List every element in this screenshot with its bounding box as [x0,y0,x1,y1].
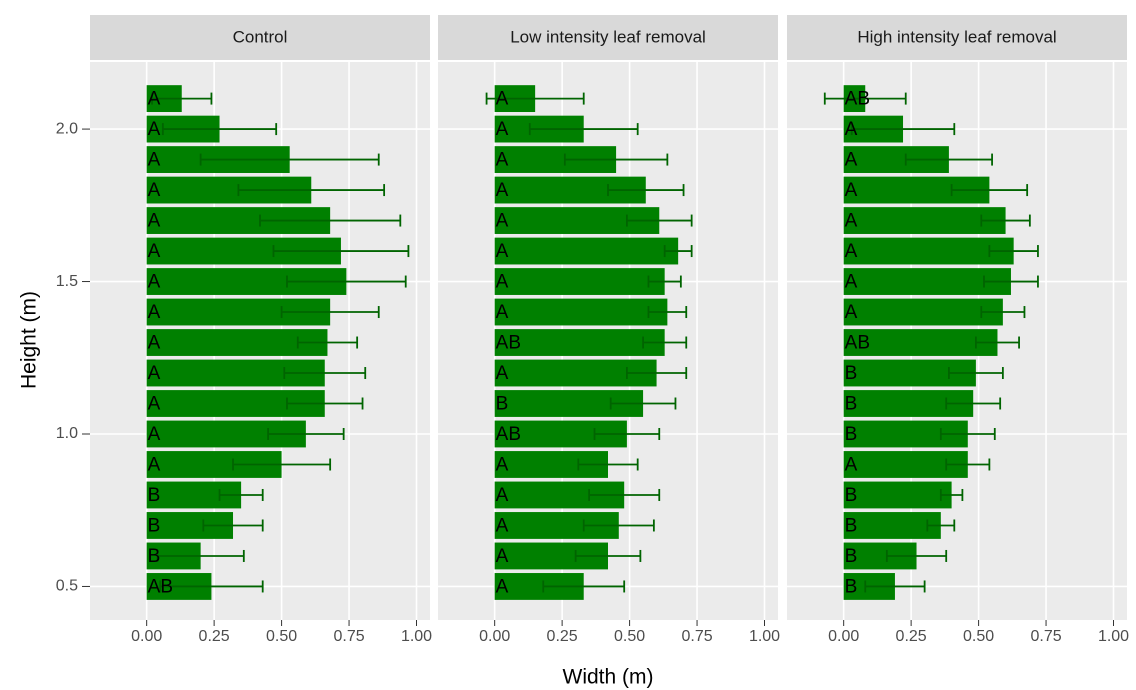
significance-label: A [845,180,858,201]
bar [843,237,1014,265]
significance-label: A [496,272,509,293]
bar [843,512,941,539]
significance-label: A [845,119,858,140]
significance-label: B [845,515,858,536]
bar [843,329,998,356]
significance-label: B [496,394,509,415]
significance-label: A [496,241,509,262]
bar [843,298,1003,326]
x-tick-label: 0.50 [614,628,645,645]
significance-label: A [148,424,161,445]
significance-label: B [845,424,858,445]
significance-label: A [148,150,161,171]
x-tick-label: 0.50 [963,628,994,645]
significance-label: B [148,546,161,567]
significance-label: A [845,241,858,262]
y-tick-label: 1.5 [56,273,78,290]
panel-strip [90,15,430,60]
significance-label: AB [845,333,870,354]
panel-strip [787,15,1127,60]
bar [843,207,1006,234]
significance-label: B [845,485,858,506]
y-tick-label: 0.5 [56,578,78,595]
bar [494,298,668,326]
significance-label: A [148,119,161,140]
significance-label: A [148,333,161,354]
x-tick-label: 0.75 [333,628,364,645]
significance-label: A [845,272,858,293]
significance-label: A [496,211,509,232]
y-tick-label: 1.0 [56,425,78,442]
bar [494,268,665,295]
significance-label: A [148,241,161,262]
panel-strip [438,15,778,60]
significance-label: A [148,363,161,384]
x-tick-label: 0.75 [1030,628,1061,645]
strip-title: Low intensity leaf removal [510,27,706,46]
significance-label: A [496,485,509,506]
significance-label: A [496,515,509,536]
significance-label: A [148,180,161,201]
significance-label: B [148,485,161,506]
significance-label: A [845,302,858,323]
significance-label: A [148,89,161,110]
x-tick-label: 0.00 [131,628,162,645]
x-tick-label: 0.00 [828,628,859,645]
significance-label: A [148,394,161,415]
x-tick-label: 0.25 [199,628,230,645]
x-tick-label: 1.00 [401,628,432,645]
significance-label: A [845,455,858,476]
significance-label: A [496,546,509,567]
x-tick-label: 0.25 [547,628,578,645]
significance-label: A [496,576,509,597]
significance-label: AB [496,424,521,445]
strip-title: High intensity leaf removal [857,27,1056,46]
significance-label: B [845,546,858,567]
significance-label: A [148,272,161,293]
significance-label: A [496,455,509,476]
significance-label: A [845,211,858,232]
significance-label: B [845,394,858,415]
significance-label: A [845,150,858,171]
significance-label: A [496,363,509,384]
significance-label: A [496,89,509,110]
x-tick-label: 0.00 [479,628,510,645]
significance-label: B [845,576,858,597]
y-axis-title: Height (m) [18,291,41,389]
significance-label: AB [496,333,521,354]
strip-title: Control [233,27,288,46]
significance-label: B [148,515,161,536]
significance-label: AB [845,89,870,110]
x-tick-label: 0.25 [896,628,927,645]
significance-label: AB [148,576,173,597]
significance-label: A [496,150,509,171]
bar [494,329,665,356]
bar [494,237,679,265]
x-tick-label: 0.75 [681,628,712,645]
x-tick-label: 0.50 [266,628,297,645]
significance-label: A [148,455,161,476]
significance-label: A [148,211,161,232]
significance-label: A [148,302,161,323]
bar [843,481,952,509]
x-tick-label: 1.00 [749,628,780,645]
x-tick-label: 1.00 [1098,628,1129,645]
significance-label: A [496,180,509,201]
significance-label: A [496,302,509,323]
y-tick-label: 2.0 [56,120,78,137]
significance-label: A [496,119,509,140]
x-axis-title: Width (m) [563,666,654,689]
significance-label: B [845,363,858,384]
